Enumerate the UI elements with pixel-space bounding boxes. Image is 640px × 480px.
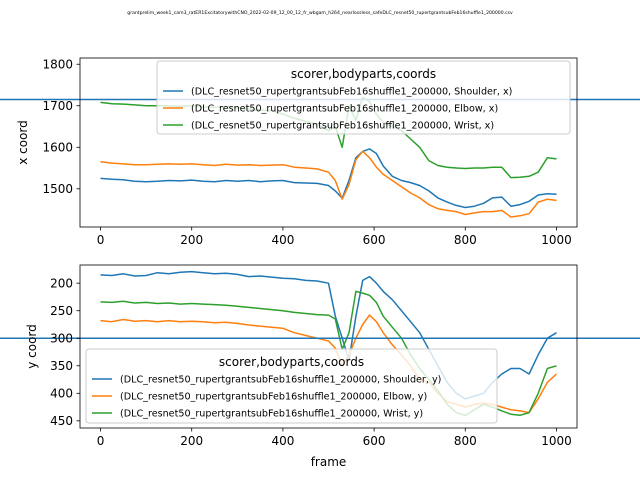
- x-tick-label: 400: [271, 434, 294, 448]
- x-axis-label: frame: [311, 455, 347, 469]
- x-tick-label: 800: [454, 434, 477, 448]
- x-tick-label: 0: [97, 434, 105, 448]
- legend-box: [156, 60, 571, 135]
- y-axis-label: y coord: [25, 324, 39, 369]
- x-tick-label: 0: [97, 233, 105, 247]
- legend-entry: (DLC_resnet50_rupertgrantsubFeb16shuffle…: [191, 87, 512, 98]
- x-tick-label: 1000: [541, 233, 572, 247]
- x-tick-label: 1000: [541, 434, 572, 448]
- y-tick-label: 300: [50, 332, 73, 346]
- y-tick-label: 250: [50, 304, 73, 318]
- y-tick-label: 350: [50, 359, 73, 373]
- x-tick-label: 600: [363, 233, 386, 247]
- legend-entry: (DLC_resnet50_rupertgrantsubFeb16shuffle…: [191, 104, 498, 115]
- legend-entry: (DLC_resnet50_rupertgrantsubFeb16shuffle…: [120, 375, 441, 386]
- x-tick-label: 200: [180, 434, 203, 448]
- chart-panel-2: 0 200 400 600 800 1000 200 250 300 350 400 450 y coo…: [0, 264, 640, 469]
- x-tick-label: 600: [363, 434, 386, 448]
- y-tick-label: 1700: [42, 99, 73, 113]
- x-tick-label: 400: [271, 233, 294, 247]
- legend-box: [85, 348, 498, 424]
- y-tick-label: 200: [50, 276, 73, 290]
- legend: scorer,bodyparts,coords (DLC_resnet50_rup…: [156, 60, 571, 135]
- legend-entry: (DLC_resnet50_rupertgrantsubFeb16shuffle…: [120, 392, 427, 403]
- legend-title: scorer,bodyparts,coords: [219, 355, 364, 369]
- x-tick-label: 200: [180, 233, 203, 247]
- y-axis-label: x coord: [16, 120, 30, 165]
- legend: scorer,bodyparts,coords (DLC_resnet50_rup…: [85, 348, 498, 424]
- y-tick-label: 450: [50, 414, 73, 428]
- series-line-2: [100, 150, 557, 218]
- y-tick-label: 1500: [42, 182, 73, 196]
- axes-frame: [79, 264, 578, 429]
- axes-frame: [79, 57, 578, 228]
- figure-suptitle: grantprelim_week1_cam3_ratER1Excitatoryw…: [127, 10, 513, 16]
- chart-panel-1: 0 200 400 600 800 1000 1500 1600 1700 1800 x coord…: [0, 58, 640, 247]
- series-line-1: [100, 148, 557, 209]
- y-tick-label: 1800: [42, 58, 73, 72]
- legend-entry: (DLC_resnet50_rupertgrantsubFeb16shuffle…: [120, 409, 423, 420]
- legend-entry: (DLC_resnet50_rupertgrantsubFeb16shuffle…: [191, 121, 494, 132]
- y-tick-label: 1600: [42, 141, 73, 155]
- legend-title: scorer,bodyparts,coords: [291, 67, 436, 81]
- x-tick-label: 800: [454, 233, 477, 247]
- y-tick-label: 400: [50, 387, 73, 401]
